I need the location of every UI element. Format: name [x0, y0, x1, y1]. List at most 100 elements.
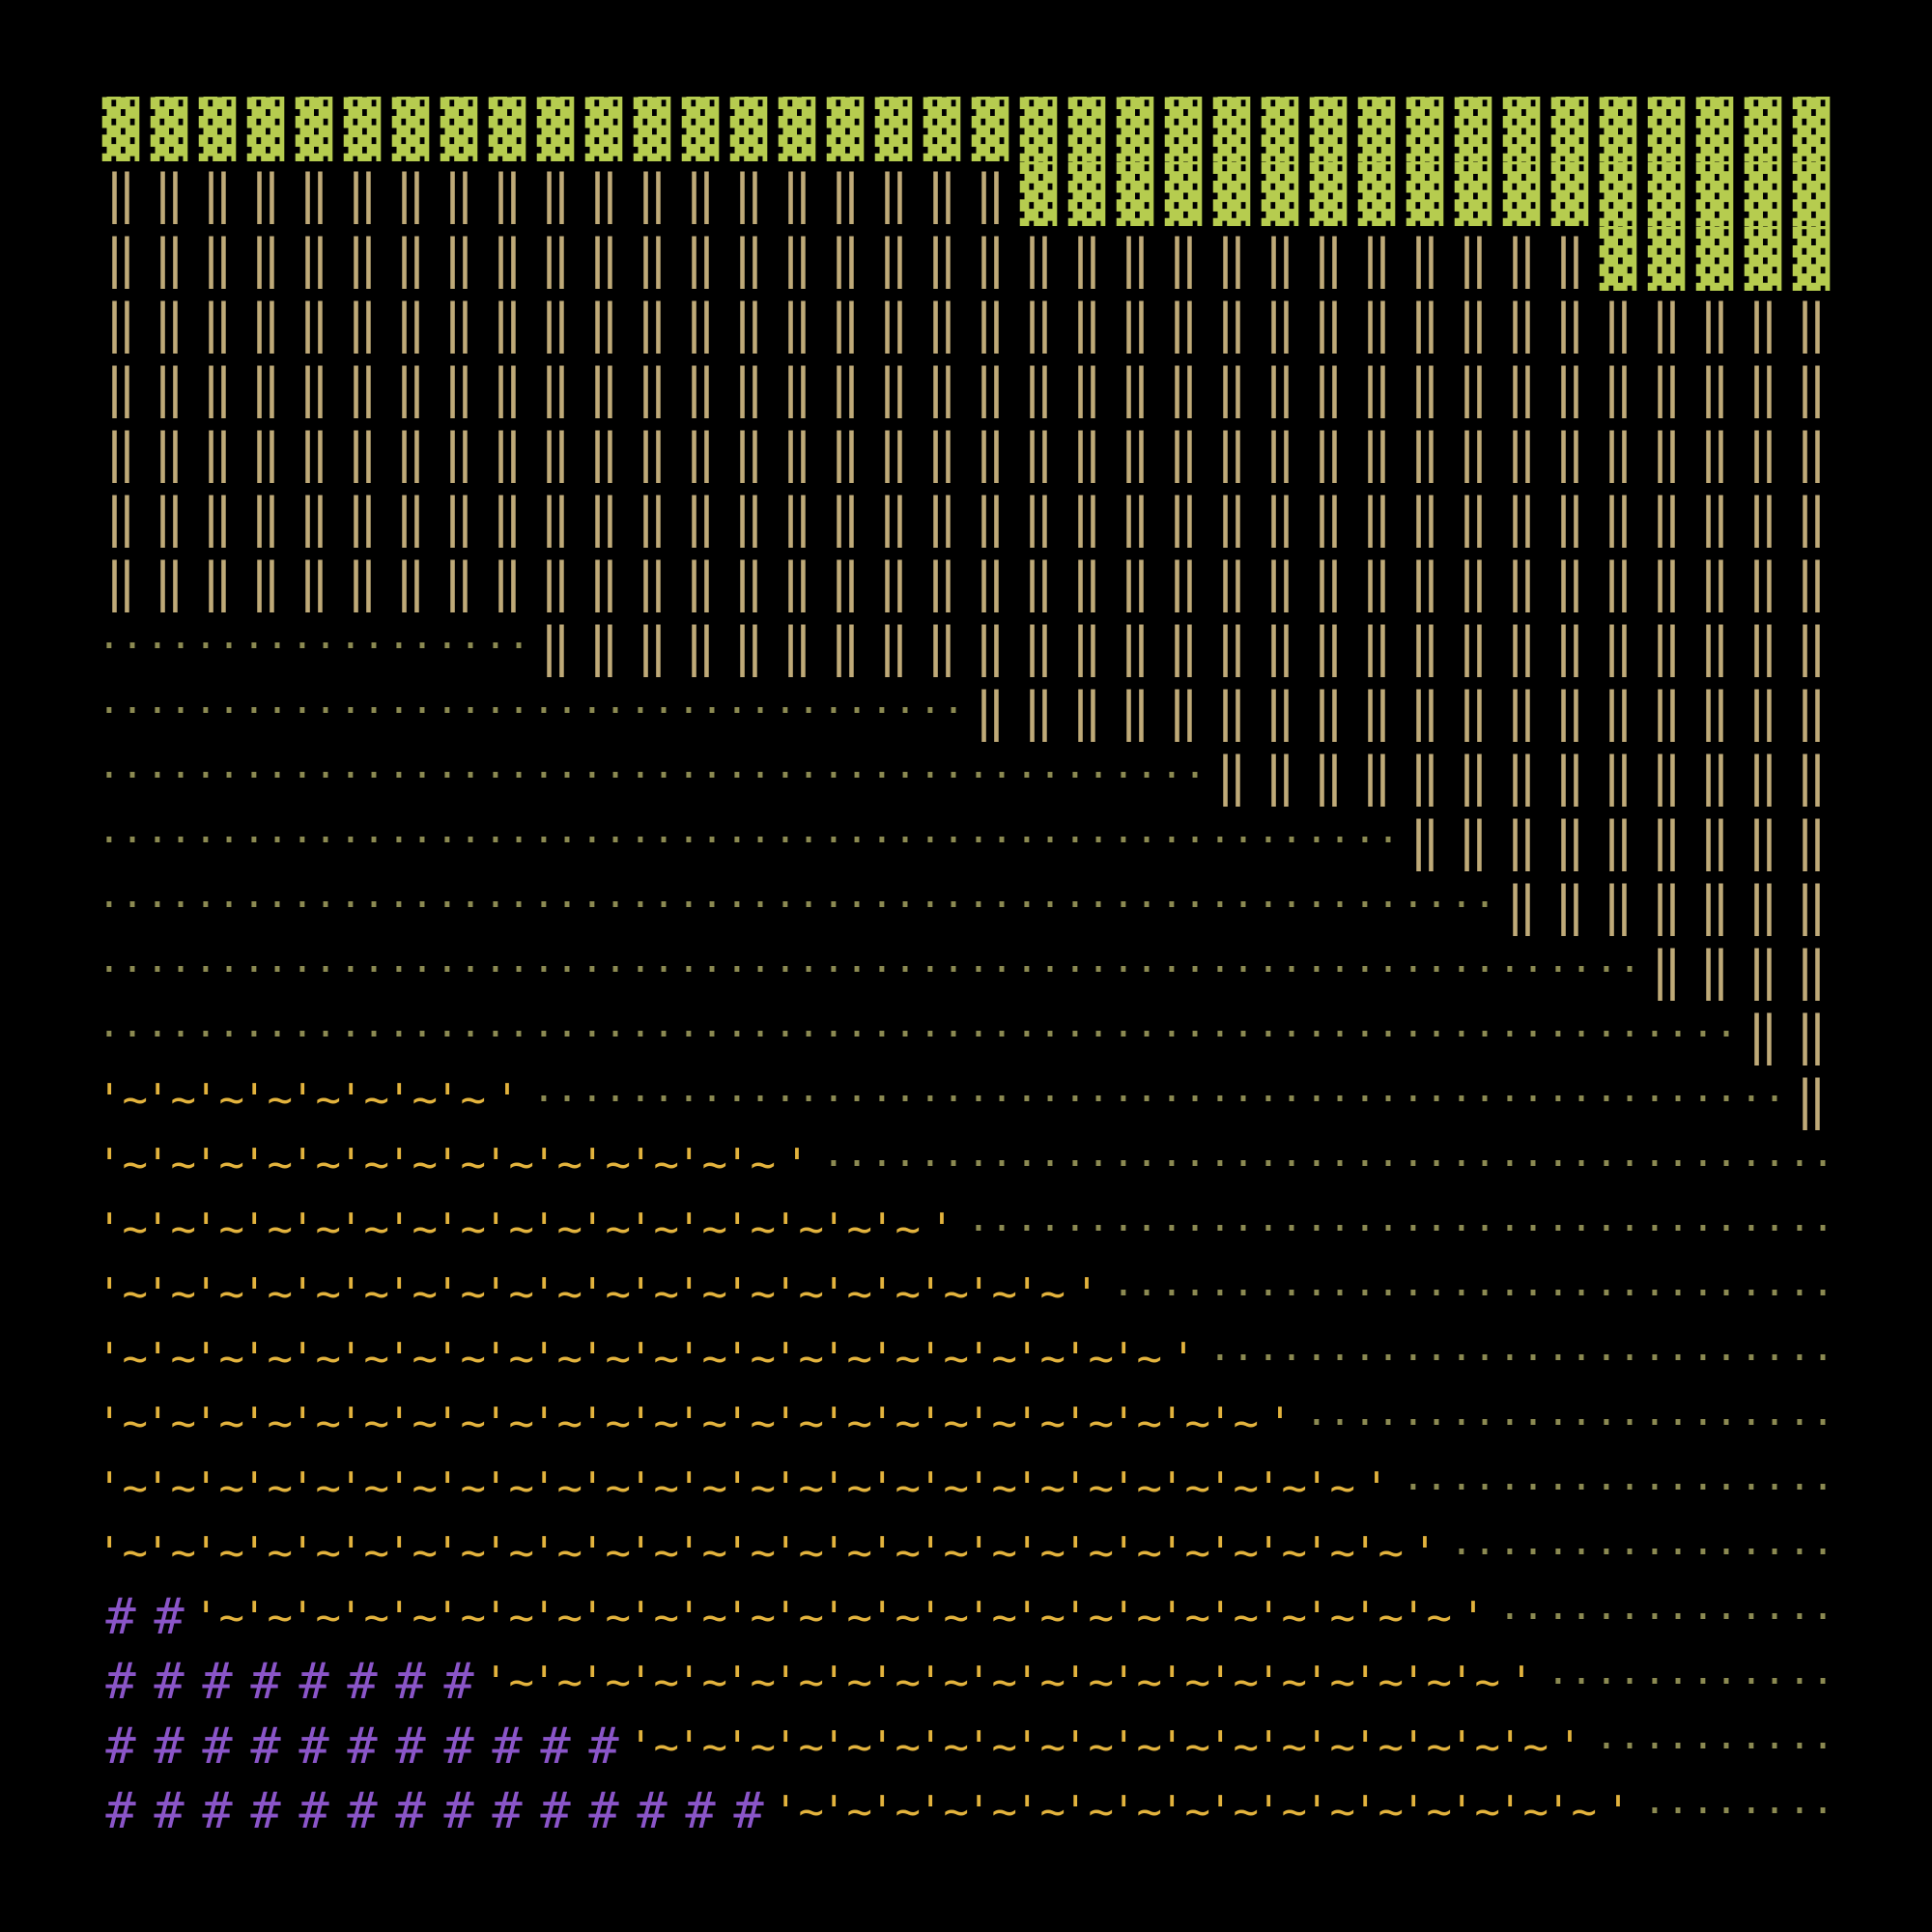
- wave-glyph: '~: [628, 1334, 679, 1383]
- wave-glyph: '~: [1208, 1787, 1259, 1835]
- shade-block: ▓: [198, 97, 237, 161]
- wave-glyph: '~: [724, 1140, 776, 1189]
- wave-glyph: '~: [821, 1269, 872, 1319]
- hash-glyph: #: [443, 1718, 474, 1776]
- bar-glyph: ‖: [1602, 552, 1634, 612]
- bar-glyph: ‖: [1457, 357, 1490, 418]
- dot-glyph: ··: [1111, 1077, 1159, 1122]
- bar-glyph: ‖: [684, 357, 717, 418]
- wave-glyph: '~: [386, 1205, 438, 1254]
- bar-glyph: ‖: [781, 293, 813, 354]
- hash-glyph: #: [154, 1653, 185, 1711]
- dot-glyph: ··: [724, 689, 773, 733]
- dot-glyph: ··: [1304, 1271, 1352, 1316]
- bar-glyph: ‖: [1795, 681, 1828, 742]
- shade-block: ▓: [1357, 161, 1396, 226]
- dot-glyph: ··: [1208, 1271, 1256, 1316]
- wave-glyph: '~: [338, 1140, 389, 1189]
- shade-block: ▓: [488, 97, 526, 161]
- wave-glyph: '~: [193, 1593, 244, 1642]
- wave-glyph: '~: [1401, 1593, 1452, 1642]
- wave-glyph: '~: [869, 1658, 921, 1707]
- bar-glyph: ‖: [732, 357, 765, 418]
- dot-glyph: ··: [242, 689, 290, 733]
- bar-glyph: ‖: [394, 357, 427, 418]
- bar-glyph: ‖: [1505, 875, 1538, 936]
- wave-end-glyph: ': [1266, 1399, 1293, 1448]
- bar-glyph: ‖: [1312, 357, 1345, 418]
- hash-glyph: #: [154, 1588, 185, 1646]
- wave-end-glyph: ': [1411, 1528, 1438, 1577]
- bar-glyph: ‖: [1602, 293, 1634, 354]
- wave-glyph: '~: [1014, 1269, 1065, 1319]
- dot-glyph: ··: [435, 1012, 483, 1057]
- bar-glyph: ‖: [1698, 422, 1731, 483]
- wave-glyph: '~: [676, 1205, 727, 1254]
- wave-end-glyph: ': [928, 1205, 955, 1254]
- dot-glyph: ··: [1352, 1336, 1401, 1380]
- shade-block: ▓: [1744, 161, 1782, 226]
- dot-glyph: ··: [1304, 1142, 1352, 1186]
- bar-glyph: ‖: [1408, 681, 1441, 742]
- dot-glyph: ··: [580, 1077, 628, 1122]
- dot-glyph: ··: [1352, 1207, 1401, 1251]
- bar-glyph: ‖: [1312, 746, 1345, 807]
- dot-glyph: ··: [145, 1012, 193, 1057]
- bar-glyph: ‖: [298, 228, 330, 289]
- shade-block: ▓: [440, 97, 478, 161]
- bar-glyph: ‖: [1119, 487, 1151, 548]
- wave-glyph: '~: [1159, 1528, 1210, 1577]
- dot-glyph: ··: [1256, 883, 1304, 927]
- dot-glyph: ··: [145, 948, 193, 992]
- wave-glyph: '~: [1063, 1593, 1114, 1642]
- bar-glyph: ‖: [1360, 681, 1393, 742]
- bar-glyph: ‖: [781, 422, 813, 483]
- bar-glyph: ‖: [1795, 357, 1828, 418]
- bar-glyph: ‖: [829, 163, 862, 224]
- dot-glyph: ··: [1594, 1012, 1642, 1057]
- bar-glyph: ‖: [298, 552, 330, 612]
- wave-glyph: '~: [918, 1269, 969, 1319]
- dot-glyph: ··: [1256, 1271, 1304, 1316]
- dot-glyph: ··: [483, 1012, 531, 1057]
- hash-glyph: #: [105, 1588, 136, 1646]
- bar-glyph: ‖: [1553, 357, 1586, 418]
- dot-glyph: ··: [1546, 1077, 1594, 1122]
- wave-glyph: '~: [242, 1140, 293, 1189]
- wave-glyph: '~: [869, 1269, 921, 1319]
- bar-glyph: ‖: [1215, 422, 1248, 483]
- dot-glyph: ··: [724, 1012, 773, 1057]
- bar-glyph: ‖: [1795, 422, 1828, 483]
- dot-glyph: ··: [1352, 948, 1401, 992]
- shade-block: ▓: [536, 97, 575, 161]
- dot-glyph: ··: [531, 818, 580, 863]
- shade-block: ▓: [295, 97, 333, 161]
- bar-glyph: ‖: [1360, 357, 1393, 418]
- bar-glyph: ‖: [1215, 681, 1248, 742]
- dot-glyph: ··: [1352, 1401, 1401, 1445]
- shade-block: ▓: [1309, 97, 1348, 161]
- wave-glyph: '~: [242, 1269, 293, 1319]
- dot-glyph: ··: [386, 689, 435, 733]
- wave-glyph: '~: [386, 1593, 438, 1642]
- bar-glyph: ‖: [249, 293, 282, 354]
- wave-glyph: '~: [918, 1658, 969, 1707]
- shade-block: ▓: [1792, 226, 1831, 291]
- dot-glyph: ··: [1497, 1401, 1546, 1445]
- wave-glyph: '~: [531, 1205, 582, 1254]
- dot-glyph: ··: [1787, 1336, 1835, 1380]
- bar-glyph: ‖: [1650, 293, 1683, 354]
- wave-glyph: '~: [580, 1593, 631, 1642]
- dot-glyph: ··: [1401, 1207, 1449, 1251]
- wave-glyph: '~: [145, 1334, 196, 1383]
- dot-glyph: ··: [1497, 1077, 1546, 1122]
- wave-glyph: '~: [531, 1399, 582, 1448]
- bar-glyph: ‖: [732, 228, 765, 289]
- hash-glyph: #: [105, 1718, 136, 1776]
- dot-glyph: ··: [1449, 1207, 1497, 1251]
- dot-glyph: ··: [773, 1077, 821, 1122]
- shade-block: ▓: [1019, 161, 1058, 226]
- bar-glyph: ‖: [1747, 810, 1779, 871]
- bar-glyph: ‖: [442, 163, 475, 224]
- wave-glyph: '~: [97, 1463, 148, 1513]
